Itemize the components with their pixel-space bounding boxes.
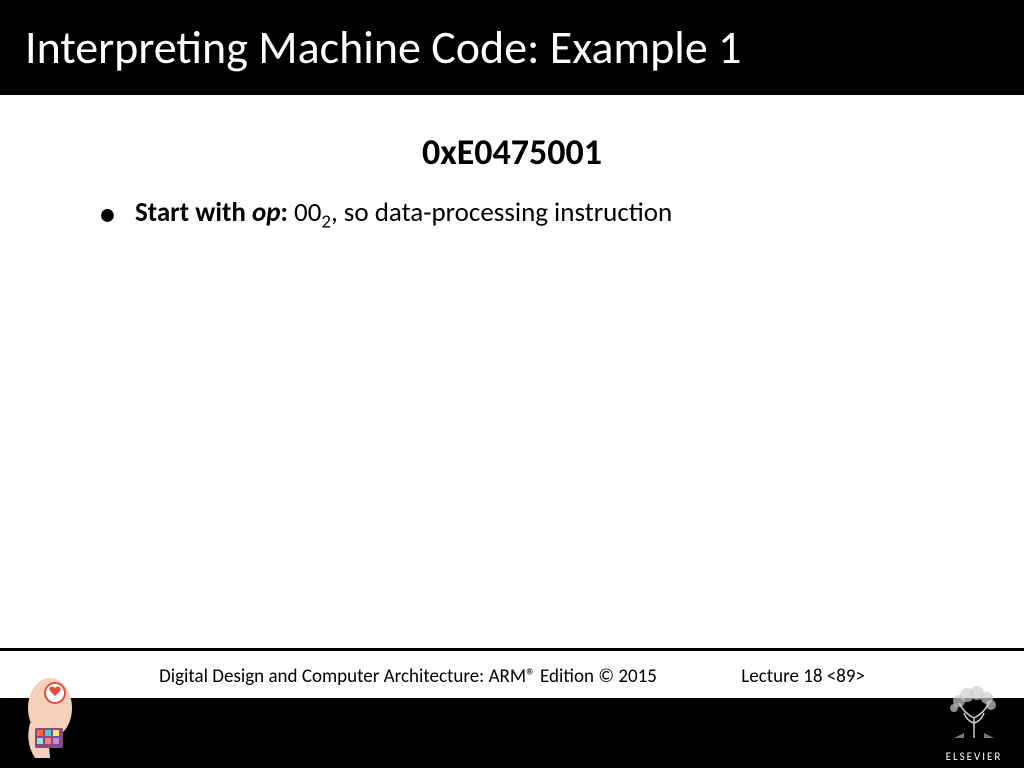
footer-divider bbox=[0, 648, 1024, 651]
bullet-value: 00 bbox=[294, 196, 321, 229]
title-bar: Interpreting Machine Code: Example 1 bbox=[0, 0, 1024, 95]
elsevier-logo: ELSEVIER bbox=[939, 683, 1009, 763]
slide-content: 0xE0475001 Start with op: 002, so data-p… bbox=[0, 95, 1024, 256]
bullet-prefix: Start with bbox=[135, 196, 252, 229]
footer-text: Digital Design and Computer Architecture… bbox=[0, 665, 1024, 688]
publisher-name: ELSEVIER bbox=[939, 750, 1009, 763]
bullet-colon: : bbox=[280, 196, 294, 229]
hex-code: 0xE0475001 bbox=[60, 130, 964, 174]
elsevier-tree-icon bbox=[939, 683, 1009, 743]
arm-logo-icon bbox=[0, 668, 120, 768]
footer-bar: ELSEVIER bbox=[0, 698, 1024, 768]
footer: Digital Design and Computer Architecture… bbox=[0, 648, 1024, 768]
bullet-item: Start with op: 002, so data-processing i… bbox=[100, 194, 964, 236]
bullet-subscript: 2 bbox=[321, 210, 331, 233]
slide-title: Interpreting Machine Code: Example 1 bbox=[25, 20, 741, 76]
lecture-number: Lecture 18 <89> bbox=[741, 665, 865, 688]
bullet-suffix: , so data-processing instruction bbox=[331, 196, 672, 229]
op-label: op bbox=[252, 196, 281, 229]
bullet-list: Start with op: 002, so data-processing i… bbox=[60, 194, 964, 236]
book-title: Digital Design and Computer Architecture… bbox=[159, 665, 657, 688]
